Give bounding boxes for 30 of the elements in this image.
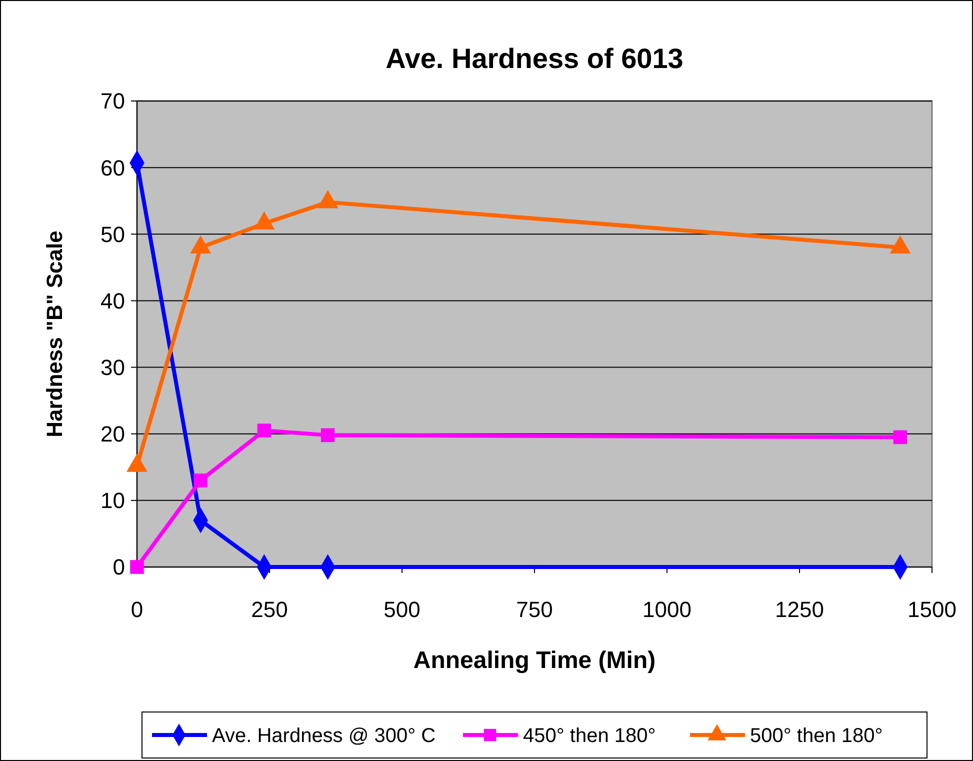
y-tick-label: 40 [100, 288, 125, 314]
point [317, 190, 338, 208]
point [893, 430, 908, 444]
y-tick-label: 70 [100, 88, 125, 114]
point [194, 474, 208, 488]
x-tick-label: 1250 [775, 597, 824, 622]
y-tick-label: 10 [100, 488, 125, 514]
x-tick-label: 0 [130, 597, 144, 622]
x-tick-label: 750 [516, 597, 553, 622]
point [257, 424, 272, 438]
y-tick-label: 0 [112, 554, 125, 580]
y-tick-label: 50 [100, 222, 125, 247]
point [890, 235, 911, 254]
y-tick-label: 20 [100, 422, 125, 447]
point [254, 211, 275, 230]
x-axis-title: Annealing Time (Min) [413, 647, 656, 674]
chart-title: Ave. Hardness of 6013 [386, 43, 684, 74]
point [130, 560, 144, 574]
point [190, 235, 212, 254]
legend-label: Ave. Hardness @ 300° C [212, 725, 436, 747]
y-axis-title: Hardness "B" Scale [42, 230, 67, 438]
legend-label: 500° then 180° [750, 725, 883, 747]
x-tick-label: 1500 [908, 597, 956, 622]
y-tick-label: 30 [100, 354, 125, 380]
x-tick-label: 250 [251, 597, 288, 622]
legend-label: 450° then 180° [523, 725, 656, 747]
point [320, 428, 335, 442]
y-tick-label: 60 [100, 155, 125, 180]
x-tick-label: 1000 [642, 597, 692, 622]
x-tick-label: 500 [384, 597, 420, 622]
